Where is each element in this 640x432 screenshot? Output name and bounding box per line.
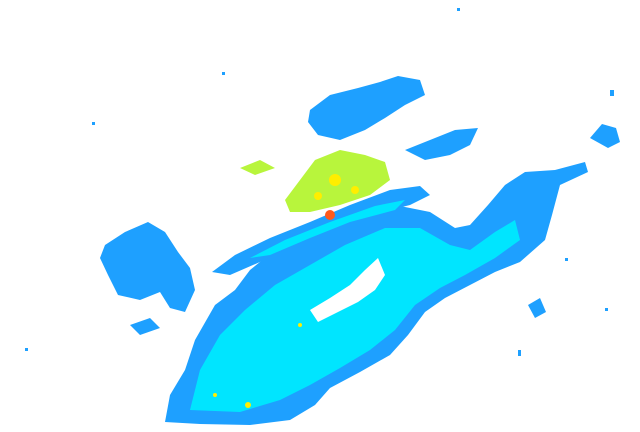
pixel bbox=[610, 90, 614, 96]
red-spot bbox=[325, 210, 335, 220]
top-echo bbox=[308, 76, 425, 140]
small-echo bbox=[130, 318, 160, 335]
echo-inner bbox=[190, 200, 520, 412]
main-core bbox=[190, 220, 520, 412]
lower-right-echo bbox=[528, 298, 546, 318]
clear-gap bbox=[310, 258, 385, 322]
scatter-pixels bbox=[25, 8, 614, 356]
pixel bbox=[565, 258, 568, 261]
yellow-spot bbox=[213, 393, 217, 397]
yellow-spot bbox=[314, 192, 322, 200]
echo-yellow bbox=[213, 174, 359, 408]
pixel bbox=[518, 350, 521, 356]
yellow-spot bbox=[245, 402, 251, 408]
left-echo bbox=[100, 222, 195, 312]
green-streak bbox=[240, 160, 275, 175]
yellow-spot bbox=[298, 323, 302, 327]
far-right-echo bbox=[590, 124, 620, 148]
pixel bbox=[25, 348, 28, 351]
yellow-spot bbox=[351, 186, 359, 194]
pixel bbox=[457, 8, 460, 11]
pixel bbox=[605, 308, 608, 311]
pixel bbox=[92, 122, 95, 125]
band-core bbox=[250, 200, 405, 258]
yellow-spot bbox=[329, 174, 341, 186]
pixel bbox=[222, 72, 225, 75]
top-right-echo bbox=[405, 128, 478, 160]
